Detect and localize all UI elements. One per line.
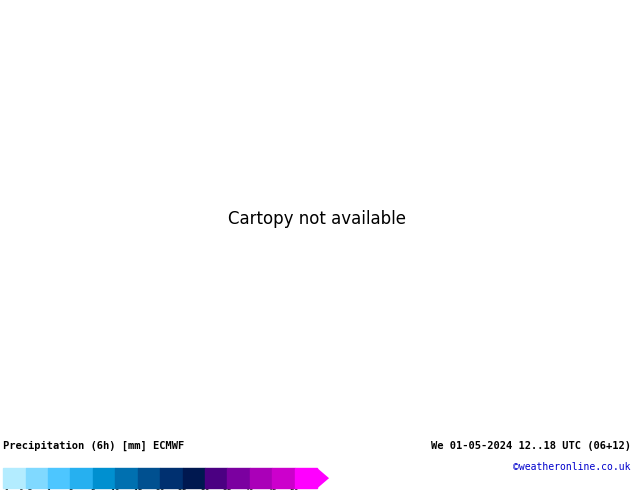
Bar (70, 468, 93, 488)
Text: 0.1: 0.1 (0, 489, 11, 490)
Text: 15: 15 (133, 489, 143, 490)
Bar (183, 468, 205, 488)
Text: 1: 1 (46, 489, 51, 490)
Text: 25: 25 (178, 489, 188, 490)
Bar (160, 468, 183, 488)
Bar (272, 468, 295, 488)
Text: Precipitation (6h) [mm] ECMWF: Precipitation (6h) [mm] ECMWF (3, 441, 184, 451)
Bar (25, 468, 48, 488)
Bar (93, 468, 115, 488)
Text: 10: 10 (110, 489, 120, 490)
Text: Cartopy not available: Cartopy not available (228, 210, 406, 228)
Text: 2: 2 (68, 489, 73, 490)
Bar (48, 468, 70, 488)
Text: We 01-05-2024 12..18 UTC (06+12): We 01-05-2024 12..18 UTC (06+12) (431, 441, 631, 451)
Text: 5: 5 (91, 489, 95, 490)
Text: 40: 40 (245, 489, 255, 490)
Text: 30: 30 (200, 489, 210, 490)
Text: 45: 45 (268, 489, 277, 490)
Bar (115, 468, 138, 488)
Text: 0.5: 0.5 (18, 489, 33, 490)
Text: ©weatheronline.co.uk: ©weatheronline.co.uk (514, 462, 631, 472)
Bar (228, 468, 250, 488)
Bar (138, 468, 160, 488)
Bar (205, 468, 228, 488)
Bar (295, 468, 317, 488)
Polygon shape (318, 468, 329, 488)
Bar (3, 468, 25, 488)
Bar (250, 468, 272, 488)
Text: 35: 35 (223, 489, 232, 490)
Text: 50: 50 (290, 489, 299, 490)
Text: 20: 20 (155, 489, 165, 490)
